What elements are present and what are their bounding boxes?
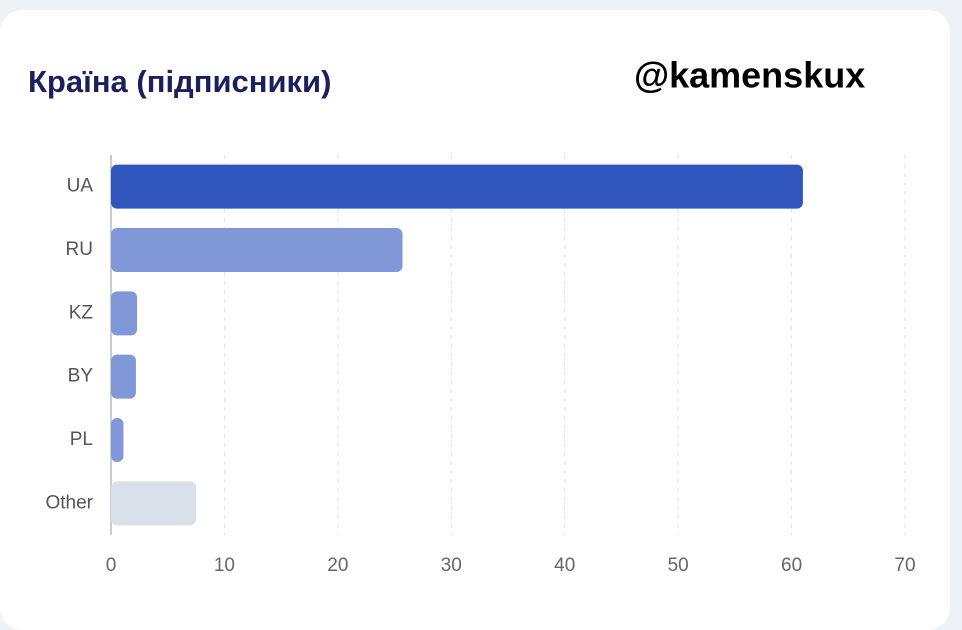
chart-title: Країна (підписники) bbox=[28, 64, 331, 99]
x-tick-label: 70 bbox=[894, 555, 915, 576]
x-tick-label: 40 bbox=[554, 555, 575, 576]
x-tick-label: 10 bbox=[214, 555, 235, 576]
bar bbox=[111, 164, 803, 209]
y-tick-label: RU bbox=[66, 239, 93, 260]
bar bbox=[111, 418, 124, 462]
page: Країна (підписники) @kamenskux 0 10 20 30 40… bbox=[0, 10, 950, 630]
chart: Країна (підписники) @kamenskux 0 10 20 30 40… bbox=[28, 55, 916, 577]
y-tick-label: UA bbox=[67, 176, 94, 197]
y-tick-label: Other bbox=[45, 492, 93, 513]
y-tick-label: PL bbox=[70, 429, 93, 450]
y-tick-label: BY bbox=[68, 366, 94, 387]
x-tick-label: 20 bbox=[327, 555, 348, 576]
bar bbox=[111, 228, 403, 272]
bar bbox=[111, 291, 138, 336]
y-tick-label: KZ bbox=[69, 302, 94, 323]
x-tick-label: 30 bbox=[441, 555, 462, 576]
x-tick-label: 0 bbox=[106, 555, 117, 576]
watermark: @kamenskux bbox=[634, 55, 865, 96]
bar bbox=[111, 354, 136, 399]
x-tick-label: 50 bbox=[668, 555, 689, 576]
x-tick-label: 60 bbox=[781, 555, 802, 576]
bar bbox=[111, 481, 197, 526]
